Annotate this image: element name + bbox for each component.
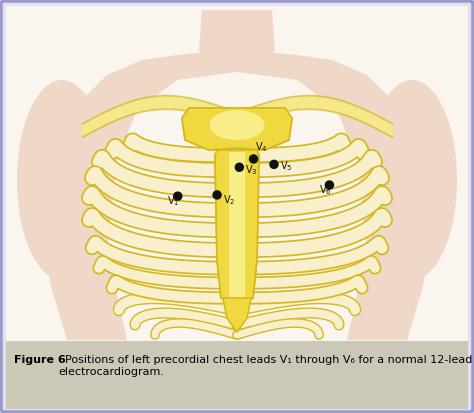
Ellipse shape <box>17 80 107 280</box>
Circle shape <box>173 192 182 201</box>
Text: Figure 6: Figure 6 <box>14 355 66 365</box>
Bar <box>6 6 468 341</box>
Text: V$_5$: V$_5$ <box>280 159 292 173</box>
Circle shape <box>212 190 222 199</box>
Bar <box>229 152 245 297</box>
Polygon shape <box>215 150 259 305</box>
Polygon shape <box>199 10 275 65</box>
Polygon shape <box>107 72 367 340</box>
Ellipse shape <box>210 110 264 140</box>
Ellipse shape <box>367 80 457 280</box>
Text: Positions of left precordial chest leads V₁ through V₆ for a normal 12-lead
elec: Positions of left precordial chest leads… <box>58 355 473 377</box>
Text: V$_1$: V$_1$ <box>167 194 180 208</box>
Text: V$_6$: V$_6$ <box>319 183 332 197</box>
Circle shape <box>269 160 279 169</box>
Polygon shape <box>42 50 432 340</box>
Circle shape <box>235 163 244 172</box>
Bar <box>6 341 468 409</box>
Polygon shape <box>223 298 251 332</box>
Circle shape <box>325 180 334 190</box>
Text: V$_4$: V$_4$ <box>255 140 268 154</box>
Text: V$_2$: V$_2$ <box>223 193 235 207</box>
Text: V$_3$: V$_3$ <box>245 164 257 178</box>
Circle shape <box>249 154 258 164</box>
Polygon shape <box>182 108 292 150</box>
